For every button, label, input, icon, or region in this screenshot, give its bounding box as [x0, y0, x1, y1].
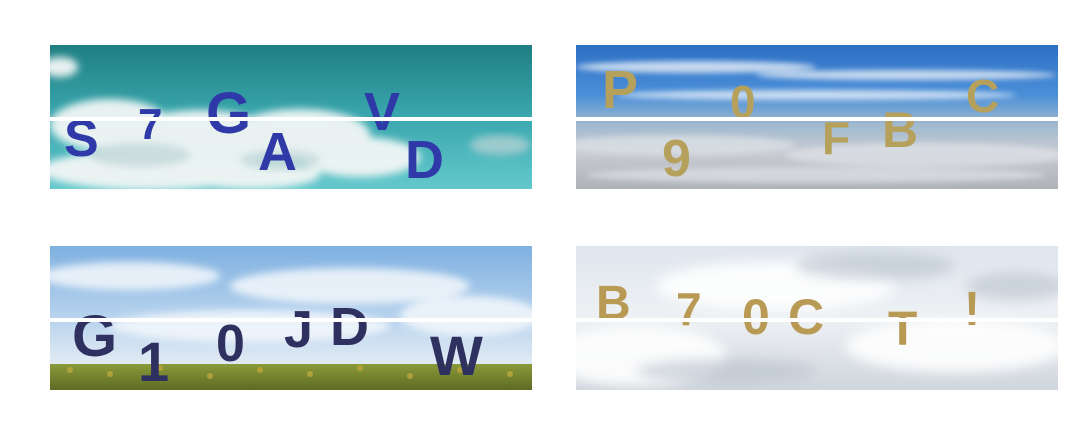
captcha-char: 0: [216, 315, 245, 373]
captcha-panel-4: B 7 0 C T !: [576, 246, 1058, 390]
captcha-char: G: [206, 81, 252, 146]
captcha-panel-3: G 1 0 J D W: [50, 246, 532, 390]
captcha-char: V: [364, 82, 401, 142]
captcha-char: G: [72, 304, 118, 369]
captcha-char: B: [882, 102, 919, 158]
captcha-char: 9: [662, 130, 691, 188]
captcha-panel-1: S 7 G A V D: [50, 45, 532, 189]
captcha-char: D: [330, 297, 369, 357]
captcha-char: C: [966, 70, 1000, 122]
captcha-char: W: [430, 324, 483, 387]
captcha-char: T: [888, 303, 918, 356]
captcha-char: !: [964, 283, 980, 336]
captcha-char: 7: [676, 283, 702, 335]
captcha-char: P: [602, 60, 639, 120]
strike-line: [50, 318, 532, 322]
strike-line: [50, 117, 532, 121]
captcha-char: 7: [138, 100, 163, 149]
captcha-char: 1: [138, 330, 170, 390]
captcha-char: J: [284, 301, 313, 359]
captcha-char: S: [64, 110, 99, 168]
captcha-char: A: [258, 122, 297, 182]
captcha-char: F: [822, 112, 851, 164]
captcha-char: D: [405, 130, 444, 189]
strike-line: [576, 318, 1058, 322]
captcha-char: 0: [742, 289, 770, 345]
captcha-char: C: [788, 289, 825, 345]
strike-line: [576, 117, 1058, 121]
captcha-panel-2: P 9 0 F B C: [576, 45, 1058, 189]
